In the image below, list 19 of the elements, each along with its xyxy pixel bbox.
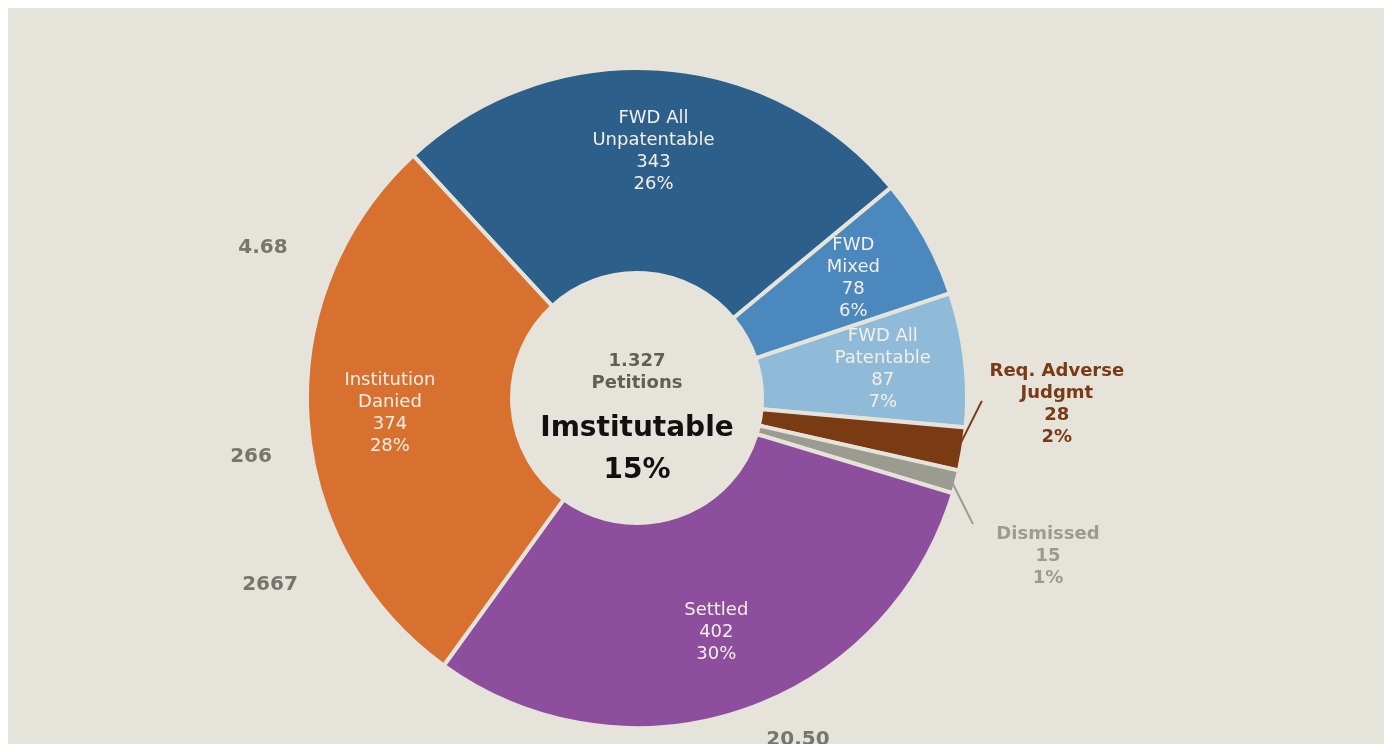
data-label: 28 2%	[1041, 402, 1073, 446]
text: Imstitutable 15%	[540, 410, 734, 485]
text: 2667	[242, 571, 298, 595]
data-label: 78 6%	[839, 276, 868, 320]
text: 1.327 Petitions	[591, 349, 683, 392]
data-label: 343 26%	[633, 150, 674, 194]
text: 4.68	[238, 234, 288, 258]
slice-label: Settled	[684, 598, 749, 620]
text: 266	[230, 443, 272, 467]
slice-label: FWD Mixed	[826, 232, 880, 276]
slice-label: Dismissed	[996, 522, 1100, 544]
slice-label: FWD All Unpatentable	[592, 106, 715, 150]
data-label: 374 28%	[369, 411, 410, 455]
data-label: 15 1%	[1032, 544, 1064, 588]
data-label: 87 7%	[868, 368, 898, 412]
data-label: 402 30%	[696, 620, 737, 664]
slice-label: Institution Danied	[344, 367, 436, 411]
slice-label: Req. Adverse Judgmt	[989, 358, 1125, 402]
slice-label: FWD All Patentable	[834, 324, 931, 368]
